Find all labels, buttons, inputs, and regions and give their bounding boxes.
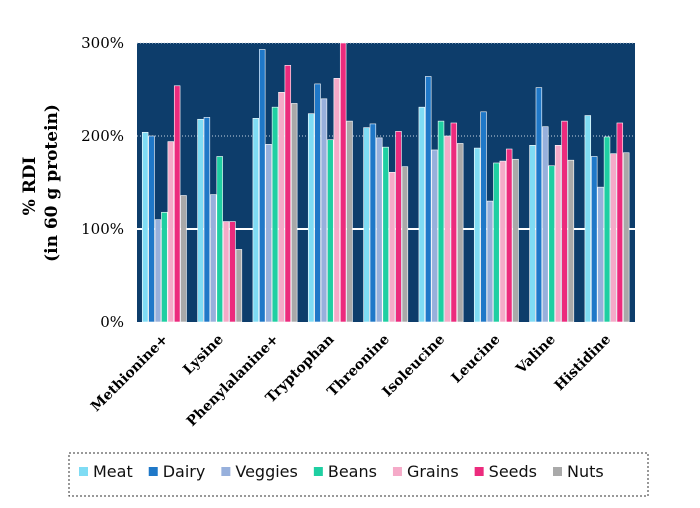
bar-nuts-lysine: [235, 249, 243, 323]
y-tick-label-300: 300%: [81, 34, 124, 52]
legend-box: [68, 452, 649, 497]
bar-beans-valine: [548, 165, 555, 323]
bar-dairy-histidine: [591, 156, 598, 323]
bar-seeds-isoleucine: [450, 122, 458, 323]
legend-label-dairy: Dairy: [163, 462, 206, 481]
bar-dairy-threonine: [369, 123, 377, 323]
legend: Meat Dairy Veggies Beans Grains Seeds Nuts: [79, 462, 604, 481]
bar-veggies-histidine: [597, 186, 604, 323]
bar-beans-tryptophan: [327, 139, 334, 323]
bar-seeds-valine: [561, 120, 568, 323]
bar-meat-lysine: [197, 118, 204, 323]
bar-beans-isoleucine: [437, 120, 445, 323]
bar-dairy-tryptophan: [314, 83, 321, 323]
legend-swatch-beans: [313, 467, 323, 476]
bar-nuts-threonine: [401, 166, 409, 323]
bar-dairy-valine: [535, 87, 543, 323]
legend-swatch-grains: [392, 467, 402, 476]
y-axis-label-line-1: % RDI: [20, 156, 40, 215]
bar-seeds-lysine: [229, 221, 236, 323]
bar-dairy-leucine: [480, 111, 487, 323]
legend-swatch-seeds: [474, 467, 484, 476]
bars-group: [141, 42, 630, 323]
bar-veggies-threonine: [376, 137, 383, 323]
bar-veggies-isoleucine: [431, 149, 438, 323]
bar-grains-histidine: [610, 153, 617, 323]
x-category-label-lysine: Lysine: [180, 331, 227, 378]
bar-meat-tryptophan: [307, 113, 315, 323]
bar-nuts-histidine: [623, 152, 630, 323]
bar-grains-tryptophan: [333, 78, 340, 323]
bar-dairy-methionine: [148, 135, 155, 323]
bar-nuts-leucine: [512, 158, 519, 323]
bar-veggies-phenylalanine: [265, 144, 272, 323]
bar-seeds-histidine: [616, 122, 624, 323]
legend-label-grains: Grains: [407, 462, 459, 481]
bar-grains-isoleucine: [444, 135, 451, 323]
bar-meat-leucine: [473, 147, 481, 323]
x-axis-category-labels: Methionine+ LysinePhenylalanine+Tryptopha…: [88, 331, 614, 429]
bar-seeds-leucine: [505, 148, 513, 323]
legend-swatch-nuts: [553, 467, 562, 476]
bar-beans-leucine: [493, 162, 500, 323]
x-category-label-valine: Valine: [513, 331, 559, 377]
bar-nuts-valine: [567, 159, 575, 323]
bar-meat-threonine: [363, 127, 370, 323]
bar-grains-threonine: [388, 171, 396, 323]
bar-veggies-lysine: [210, 194, 217, 323]
bar-grains-phenylalanine: [278, 91, 285, 323]
legend-label-meat: Meat: [93, 462, 133, 481]
y-axis-label-line-2: (in 60 g protein): [42, 104, 62, 262]
legend-swatch-veggies: [221, 467, 231, 476]
bar-veggies-leucine: [486, 200, 494, 323]
bar-seeds-methionine: [173, 85, 181, 323]
bar-beans-methionine: [161, 211, 168, 323]
bar-meat-valine: [529, 145, 536, 323]
bar-beans-phenylalanine: [271, 106, 279, 323]
bar-dairy-phenylalanine: [259, 49, 266, 323]
y-tick-label-100: 100%: [81, 220, 124, 238]
bar-dairy-isoleucine: [425, 76, 432, 323]
bar-meat-histidine: [584, 115, 592, 323]
bar-meat-isoleucine: [418, 106, 426, 323]
legend-swatch-dairy: [148, 467, 158, 476]
bar-dairy-lysine: [203, 117, 211, 323]
bar-grains-methionine: [167, 141, 174, 323]
bar-nuts-phenylalanine: [291, 103, 298, 323]
bar-meat-phenylalanine: [252, 118, 260, 323]
legend-label-nuts: Nuts: [567, 462, 604, 481]
y-axis-label: % RDI (in 60 g protein): [20, 104, 62, 262]
bar-nuts-methionine: [180, 195, 187, 323]
bar-nuts-tryptophan: [346, 120, 353, 323]
bar-seeds-threonine: [395, 131, 402, 323]
x-category-label-methionine: Methionine+: [88, 332, 171, 415]
bar-beans-lysine: [216, 156, 223, 323]
bar-veggies-tryptophan: [320, 98, 328, 323]
bar-grains-leucine: [499, 160, 506, 323]
legend-label-beans: Beans: [328, 462, 377, 481]
bar-seeds-phenylalanine: [284, 65, 292, 323]
bar-veggies-valine: [542, 126, 549, 323]
x-category-label-histidine: Histidine: [552, 331, 615, 394]
bar-grains-lysine: [222, 221, 230, 323]
x-category-label-leucine: Leucine: [448, 331, 503, 386]
bar-veggies-methionine: [154, 219, 162, 323]
bar-seeds-tryptophan: [339, 42, 347, 323]
bar-beans-histidine: [603, 136, 611, 323]
bar-grains-valine: [554, 145, 562, 323]
legend-label-veggies: Veggies: [235, 462, 297, 481]
x-category-label-phenylalanine: Phenylalanine+: [184, 332, 282, 430]
legend-label-seeds: Seeds: [489, 462, 537, 481]
y-tick-label-200: 200%: [81, 127, 124, 145]
bar-meat-methionine: [141, 131, 149, 323]
bar-nuts-isoleucine: [457, 143, 464, 323]
y-tick-label-0: 0%: [100, 313, 124, 331]
bar-beans-threonine: [382, 146, 389, 323]
y-axis-ticks: 0% 100% 200% 300%: [81, 34, 124, 331]
legend-swatch-meat: [79, 467, 88, 476]
